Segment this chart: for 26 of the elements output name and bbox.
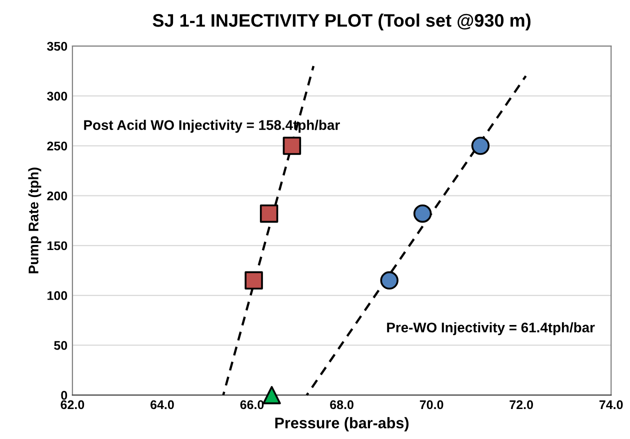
y-tick-label: 250	[47, 142, 68, 150]
point	[471, 136, 490, 155]
point	[380, 271, 398, 290]
point	[262, 386, 281, 404]
x-tick-label: 64.0	[150, 400, 174, 410]
point	[244, 271, 263, 290]
y-tick-label: 50	[54, 341, 68, 350]
y-axis-title: Pump Rate (tph)	[28, 168, 42, 274]
x-axis-title: Pressure (bar-abs)	[275, 417, 409, 432]
y-tick-label: 300	[47, 92, 68, 101]
point	[260, 204, 278, 223]
x-tick-label: 62.0	[60, 400, 84, 410]
x-tick-label: 74.0	[599, 400, 623, 410]
x-tick-label: 70.0	[420, 400, 444, 410]
y-tick-label: 350	[47, 42, 68, 51]
annotation: Pre-WO Injectivity = 61.4tph/bar	[387, 322, 595, 336]
x-tick-label: 68.0	[330, 400, 354, 410]
x-tick-label: 72.0	[510, 400, 533, 410]
y-tick-label: 150	[48, 241, 68, 250]
y-tick-label: 100	[48, 291, 68, 300]
chart-title: SJ 1-1 INJECTIVITY PLOT (Tool set @930 m)	[152, 14, 530, 30]
point	[413, 204, 432, 223]
x-tick-label: 66.0	[240, 400, 264, 410]
point	[282, 136, 302, 155]
y-tick-label: 0	[61, 390, 68, 400]
y-tick-label: 200	[47, 191, 68, 200]
